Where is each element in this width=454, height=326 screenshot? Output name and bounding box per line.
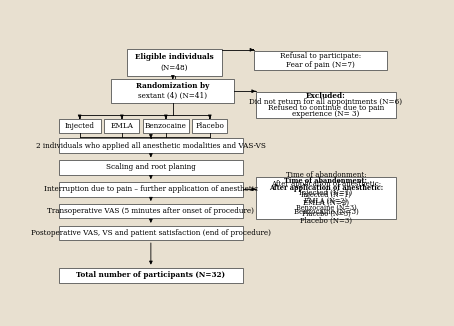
Text: Placebo (N=3): Placebo (N=3) [301,210,350,218]
Text: Eligible individuals: Eligible individuals [135,53,214,61]
Text: Time of abandonment:: Time of abandonment: [285,177,367,185]
Text: Benzocaine (N=3): Benzocaine (N=3) [296,204,356,212]
FancyBboxPatch shape [143,119,189,133]
Text: Placebo: Placebo [195,122,224,130]
Text: 2 individuals who applied all anesthetic modalities and VAS-VS: 2 individuals who applied all anesthetic… [36,141,266,150]
FancyBboxPatch shape [127,49,222,76]
Text: Benzocaine: Benzocaine [145,122,187,130]
FancyBboxPatch shape [254,51,388,70]
FancyBboxPatch shape [256,177,396,219]
FancyBboxPatch shape [59,182,243,197]
Text: Randomization by: Randomization by [136,82,210,90]
Text: Excluded:: Excluded: [306,92,346,100]
Text: After application of anesthetic:: After application of anesthetic: [269,184,383,192]
FancyBboxPatch shape [59,119,101,133]
Text: Interruption due to pain – further application of anesthetic: Interruption due to pain – further appli… [44,185,258,193]
FancyBboxPatch shape [59,204,243,218]
FancyBboxPatch shape [256,92,396,118]
Text: Refused to continue due to pain: Refused to continue due to pain [268,104,384,112]
Text: experience (N= 3): experience (N= 3) [292,110,360,118]
FancyBboxPatch shape [104,119,139,133]
FancyBboxPatch shape [59,268,243,283]
FancyBboxPatch shape [59,138,243,153]
FancyBboxPatch shape [192,119,227,133]
FancyBboxPatch shape [59,226,243,240]
Text: Total number of participants (N=32): Total number of participants (N=32) [76,271,226,279]
Text: (N=48): (N=48) [161,64,188,72]
Text: Time of abandonment:
After application of anesthetic:
Injected (N=1)
EMLA (N=2)
: Time of abandonment: After application o… [271,171,381,225]
FancyBboxPatch shape [111,79,234,103]
Text: EMLA (N=2): EMLA (N=2) [304,197,347,205]
Text: Refusal to participate:
Fear of pain (N=7): Refusal to participate: Fear of pain (N=… [280,52,361,69]
Text: EMLA: EMLA [110,122,133,130]
Text: Postoperative VAS, VS and patient satisfaction (end of procedure): Postoperative VAS, VS and patient satisf… [31,229,271,237]
Text: Injected (N=1): Injected (N=1) [301,191,351,199]
Text: Injected: Injected [64,122,94,130]
FancyBboxPatch shape [59,160,243,175]
Text: Did not return for all appointments (N=6): Did not return for all appointments (N=6… [249,98,403,106]
Text: sextant (4) (N=41): sextant (4) (N=41) [138,92,207,100]
Text: Transoperative VAS (5 minutes after onset of procedure): Transoperative VAS (5 minutes after onse… [47,207,254,215]
Text: Scaling and root planing: Scaling and root planing [106,163,196,171]
